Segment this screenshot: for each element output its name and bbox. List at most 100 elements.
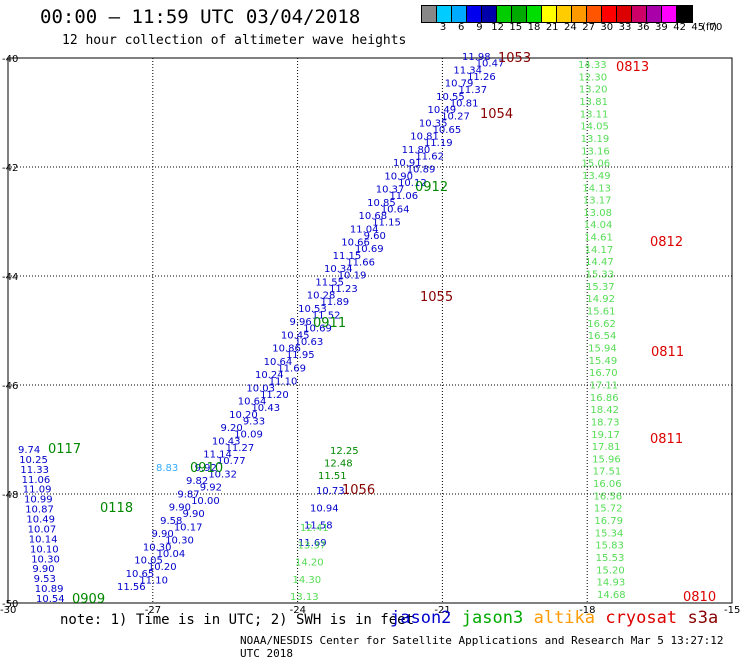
jason2-swh-value: 10.35 (419, 118, 448, 129)
lon-label: -27 (145, 605, 161, 616)
jason2-swh-value: 9.33 (243, 416, 265, 427)
color-legend-bar (421, 5, 693, 23)
jason2-swh-value: 11.27 (226, 443, 255, 454)
jason3-swh-value: 14.05 (580, 122, 609, 133)
jason3-swh-value: 16.62 (587, 319, 616, 330)
jason2-swh-value: 10.28 (307, 291, 336, 302)
lat-label: -46 (2, 381, 18, 392)
color-swatch (452, 6, 467, 22)
jason2-swh-value: 10.10 (30, 544, 59, 555)
pass-time-label: 1056 (342, 483, 375, 498)
jason2-swh-value: 10.55 (436, 92, 465, 103)
jason2-swh-value: 10.03 (246, 383, 275, 394)
jason2-swh-value: 11.55 (315, 277, 344, 288)
jason2-swh-value: 9.96 (290, 317, 312, 328)
color-legend-tick: 12 (491, 22, 504, 33)
jason2-swh-value: 10.30 (143, 542, 172, 553)
jason2-swh-value: 10.34 (324, 264, 353, 275)
color-legend-tick: 33 (618, 22, 632, 33)
jason2-swh-value: 10.79 (445, 79, 474, 90)
pass-time-label: 0117 (48, 442, 81, 457)
satellite-legend-jason2: jason2 (390, 608, 452, 628)
jason2-swh-value: 9.82 (186, 476, 208, 487)
jason2-swh-value: 10.43 (251, 403, 280, 414)
jason2-swh-value: 10.91 (393, 158, 422, 169)
jason3-swh-value: 16.70 (589, 368, 618, 379)
jason2-swh-value: 10.86 (272, 344, 301, 355)
jason3-swh-value: 15.72 (594, 504, 623, 515)
jason3-swh-value: 13.16 (581, 146, 610, 157)
jason2-swh-value: 11.10 (139, 575, 168, 586)
jason2-swh-value: 10.32 (208, 469, 237, 480)
jason2-swh-value: 10.12 (398, 178, 427, 189)
jason2-swh-value: 10.73 (316, 486, 345, 497)
jason2-swh-value: 11.20 (260, 390, 289, 401)
jason2-swh-value: 9.58 (160, 516, 182, 527)
color-legend-tick: 21 (545, 22, 559, 33)
jason3-swh-value: 15.34 (595, 528, 624, 539)
color-swatch (587, 6, 602, 22)
color-swatch (497, 6, 512, 22)
jason3-swh-value: 15.94 (588, 343, 617, 354)
jason2-swh-value: 9.74 (18, 445, 40, 456)
jason3-swh-value: 16.79 (594, 516, 623, 527)
jason3-swh-value: 18.42 (590, 405, 619, 416)
color-swatch (602, 6, 617, 22)
jason3-swh-value: 15.49 (589, 356, 618, 367)
jason2-swh-value: 11.26 (467, 72, 496, 83)
lon-label: -18 (579, 605, 595, 616)
jason3-swh-value: 13.81 (579, 97, 608, 108)
color-legend-tick: 39 (655, 22, 668, 33)
jason3-swh-value: 13.13 (290, 592, 319, 603)
jason2-swh-value: 10.77 (217, 456, 246, 467)
jason2-swh-value: 10.00 (191, 496, 220, 507)
jason2-swh-value: 9.20 (221, 423, 243, 434)
jason2-swh-value: 11.58 (304, 521, 333, 532)
satellite-legend-jason3: jason3 (461, 608, 524, 628)
jason3-swh-value: 19.17 (591, 430, 620, 441)
jason2-swh-value: 10.65 (433, 125, 462, 136)
jason3-swh-value: 13.17 (583, 196, 612, 207)
jason2-swh-value: 10.07 (28, 524, 57, 535)
pass-time-label: 0911 (313, 316, 346, 331)
color-swatch (467, 6, 482, 22)
lat-label: -50 (2, 599, 18, 610)
jason3-swh-value: 12.48 (324, 459, 353, 470)
jason3-swh-value: 13.08 (583, 208, 612, 219)
jason2-swh-value: 10.64 (238, 397, 267, 408)
jason2-swh-value: 10.19 (338, 271, 367, 282)
color-legend-tick: 6 (458, 22, 465, 33)
jason2-swh-value: 9.90 (32, 564, 54, 575)
pass-time-label: 0909 (72, 592, 105, 607)
jason2-swh-value: 9.53 (34, 574, 56, 585)
jason2-swh-value: 11.15 (333, 251, 362, 262)
color-swatch (632, 6, 647, 22)
pass-time-label: 1053 (498, 51, 531, 66)
jason2-swh-value: 11.06 (389, 191, 418, 202)
jason2-swh-value: 10.94 (310, 503, 339, 514)
color-swatch (512, 6, 527, 22)
jason2-swh-value: 11.69 (277, 363, 306, 374)
jason2-swh-value: 10.64 (381, 204, 410, 215)
jason3-swh-value: 12.25 (330, 446, 359, 457)
pass-time-label: 0811 (650, 432, 683, 447)
jason2-swh-value: 10.54 (36, 594, 65, 605)
jason2-swh-value: 10.90 (384, 171, 413, 182)
color-swatch (482, 6, 497, 22)
jason2-swh-value: 10.17 (174, 522, 203, 533)
jason3-swh-value: 16.06 (593, 479, 622, 490)
jason2-swh-value: 11.15 (372, 218, 401, 229)
jason2-swh-value: 11.06 (22, 475, 51, 486)
color-swatch (647, 6, 662, 22)
satellite-legend-altika: altika (533, 608, 596, 628)
jason2-swh-value: 11.95 (286, 350, 315, 361)
jason3-swh-value: 12.41 (300, 523, 329, 534)
jason3-swh-value: 16.86 (590, 393, 619, 404)
jason3-swh-value: 15.20 (596, 565, 625, 576)
footer-credit: NOAA/NESDIS Center for Satellite Applica… (240, 634, 724, 660)
lon-label: -30 (0, 605, 16, 616)
jason2-swh-value: 10.20 (229, 410, 258, 421)
color-legend-tick: 45 (691, 22, 705, 33)
jason3-swh-value: 13.20 (579, 85, 608, 96)
